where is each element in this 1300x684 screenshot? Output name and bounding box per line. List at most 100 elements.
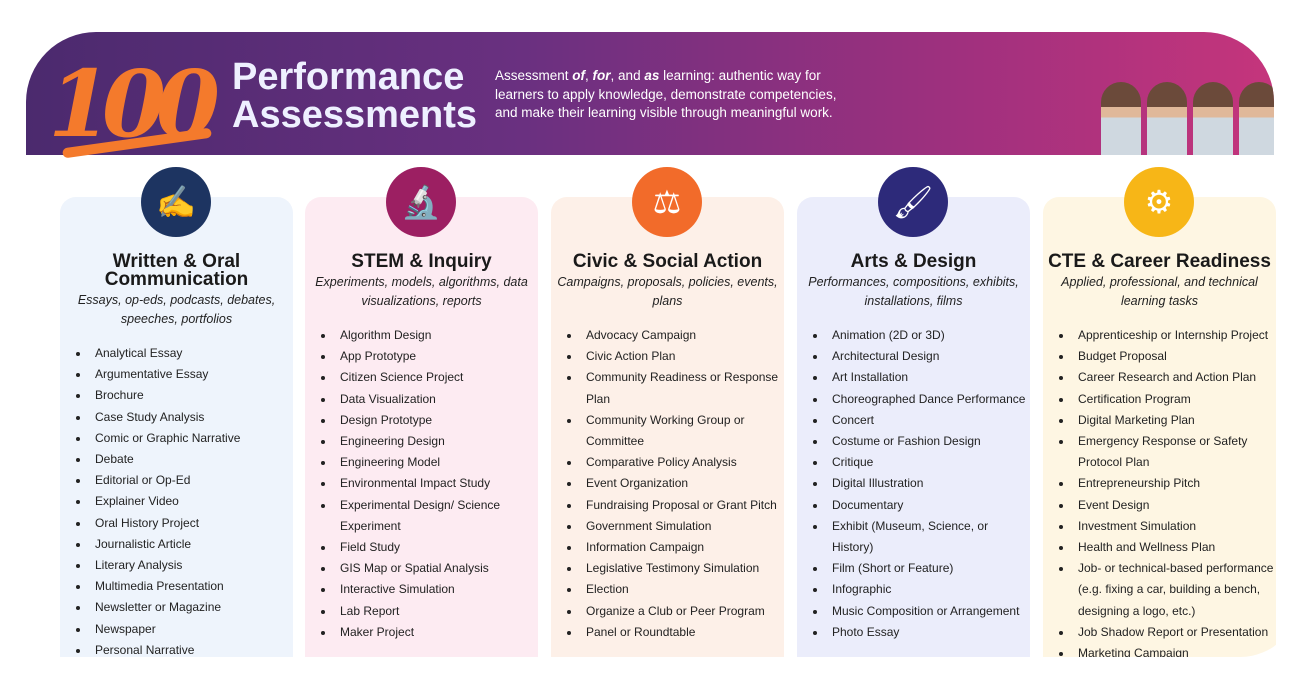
category-card: Written & Oral Communication Essays, op-… xyxy=(60,197,293,657)
list-item: Organize a Club or Peer Program xyxy=(581,601,784,622)
list-item: Community Readiness or Response Plan xyxy=(581,367,784,409)
list-item: Information Campaign xyxy=(581,537,784,558)
pen-hand-icon: ✍ xyxy=(141,167,211,237)
category-description: Performances, compositions, exhibits, in… xyxy=(808,275,1019,308)
list-item: Interactive Simulation xyxy=(335,579,538,600)
category-title: CTE & Career Readiness xyxy=(1048,251,1271,272)
list-item: Newsletter or Magazine xyxy=(90,597,293,618)
list-item: Field Study xyxy=(335,537,538,558)
list-item: Concert xyxy=(827,410,1030,431)
category-card: CTE & Career Readiness Applied, professi… xyxy=(1043,197,1276,657)
list-item: Exhibit (Museum, Science, or History) xyxy=(827,516,1030,558)
list-item: Maker Project xyxy=(335,622,538,643)
subtitle: Assessment of, for, and as learning: aut… xyxy=(495,68,837,120)
list-item: Explainer Video xyxy=(90,491,293,512)
list-item: Comparative Policy Analysis xyxy=(581,452,784,473)
list-item: Music Composition or Arrangement xyxy=(827,601,1030,622)
list-item: Environmental Impact Study xyxy=(335,473,538,494)
category-card: Arts & Design Performances, compositions… xyxy=(797,197,1030,657)
students-photo xyxy=(1101,82,1274,155)
list-item: Citizen Science Project xyxy=(335,367,538,388)
category-title: Arts & Design xyxy=(850,251,977,272)
list-item: Government Simulation xyxy=(581,516,784,537)
title-line-1: Performance xyxy=(232,56,465,98)
category-title: Civic & Social Action xyxy=(572,251,763,272)
list-item: Digital Marketing Plan xyxy=(1073,410,1276,431)
list-item: Data Visualization xyxy=(335,389,538,410)
category-card: Civic & Social Action Campaigns, proposa… xyxy=(551,197,784,657)
list-item: Newspaper xyxy=(90,619,293,640)
list-item: Documentary xyxy=(827,495,1030,516)
list-item: Event Organization xyxy=(581,473,784,494)
list-item: Architectural Design xyxy=(827,346,1030,367)
list-item: Health and Wellness Plan xyxy=(1073,537,1276,558)
list-item: Multimedia Presentation xyxy=(90,576,293,597)
assessment-list: Advocacy CampaignCivic Action PlanCommun… xyxy=(581,325,784,643)
list-item: Legislative Testimony Simulation xyxy=(581,558,784,579)
list-item: Art Installation xyxy=(827,367,1030,388)
title-line-2: Assessments xyxy=(232,94,478,136)
assessment-list: Algorithm DesignApp PrototypeCitizen Sci… xyxy=(335,325,538,643)
list-item: Animation (2D or 3D) xyxy=(827,325,1030,346)
category-card: STEM & Inquiry Experiments, models, algo… xyxy=(305,197,538,657)
list-item: Journalistic Article xyxy=(90,534,293,555)
list-item: Marketing Campaign xyxy=(1073,643,1276,657)
list-item: Engineering Model xyxy=(335,452,538,473)
list-item: Community Working Group or Committee xyxy=(581,410,784,452)
list-item: Oral History Project xyxy=(90,513,293,534)
category-description: Campaigns, proposals, policies, events, … xyxy=(557,275,778,308)
list-item: GIS Map or Spatial Analysis xyxy=(335,558,538,579)
list-item: Event Design xyxy=(1073,495,1276,516)
list-item: Advocacy Campaign xyxy=(581,325,784,346)
list-item: Entrepreneurship Pitch xyxy=(1073,473,1276,494)
list-item: Film (Short or Feature) xyxy=(827,558,1030,579)
list-item: Emergency Response or Safety Protocol Pl… xyxy=(1073,431,1276,473)
list-item: Costume or Fashion Design xyxy=(827,431,1030,452)
list-item: Analytical Essay xyxy=(90,343,293,364)
list-item: Brochure xyxy=(90,385,293,406)
list-item: Critique xyxy=(827,452,1030,473)
list-item: Apprenticeship or Internship Project xyxy=(1073,325,1276,346)
list-item: Panel or Roundtable xyxy=(581,622,784,643)
list-item: Career Research and Action Plan xyxy=(1073,367,1276,388)
list-item: Personal Narrative xyxy=(90,640,293,657)
list-item: Argumentative Essay xyxy=(90,364,293,385)
list-item: Editorial or Op-Ed xyxy=(90,470,293,491)
list-item: App Prototype xyxy=(335,346,538,367)
category-title: Written & Oral Communication xyxy=(104,251,249,290)
header-banner xyxy=(26,32,1274,155)
list-item: Election xyxy=(581,579,784,600)
list-item: Job- or technical-based performance (e.g… xyxy=(1073,558,1276,622)
assessment-list: Analytical EssayArgumentative EssayBroch… xyxy=(90,343,293,657)
paintbrush-icon: 🖌 xyxy=(878,167,948,237)
list-item: Job Shadow Report or Presentation xyxy=(1073,622,1276,643)
list-item: Investment Simulation xyxy=(1073,516,1276,537)
list-item: Digital Illustration xyxy=(827,473,1030,494)
list-item: Lab Report xyxy=(335,601,538,622)
list-item: Engineering Design xyxy=(335,431,538,452)
list-item: Choreographed Dance Performance xyxy=(827,389,1030,410)
list-item: Budget Proposal xyxy=(1073,346,1276,367)
category-description: Experiments, models, algorithms, data vi… xyxy=(315,275,528,308)
list-item: Algorithm Design xyxy=(335,325,538,346)
category-description: Applied, professional, and technical lea… xyxy=(1061,275,1258,308)
gears-head-icon: ⚙ xyxy=(1124,167,1194,237)
list-item: Experimental Design/ Science Experiment xyxy=(335,495,538,537)
list-item: Case Study Analysis xyxy=(90,407,293,428)
page-title: Performance Assessments xyxy=(232,58,477,134)
list-item: Literary Analysis xyxy=(90,555,293,576)
list-item: Comic or Graphic Narrative xyxy=(90,428,293,449)
assessment-list: Apprenticeship or Internship ProjectBudg… xyxy=(1073,325,1276,657)
list-item: Infographic xyxy=(827,579,1030,600)
list-item: Civic Action Plan xyxy=(581,346,784,367)
scales-icon: ⚖ xyxy=(632,167,702,237)
list-item: Debate xyxy=(90,449,293,470)
microscope-icon: 🔬 xyxy=(386,167,456,237)
list-item: Photo Essay xyxy=(827,622,1030,643)
category-description: Essays, op-eds, podcasts, debates, speec… xyxy=(77,293,276,326)
list-item: Design Prototype xyxy=(335,410,538,431)
category-title: STEM & Inquiry xyxy=(351,251,492,272)
list-item: Fundraising Proposal or Grant Pitch xyxy=(581,495,784,516)
list-item: Certification Program xyxy=(1073,389,1276,410)
assessment-list: Animation (2D or 3D)Architectural Design… xyxy=(827,325,1030,643)
